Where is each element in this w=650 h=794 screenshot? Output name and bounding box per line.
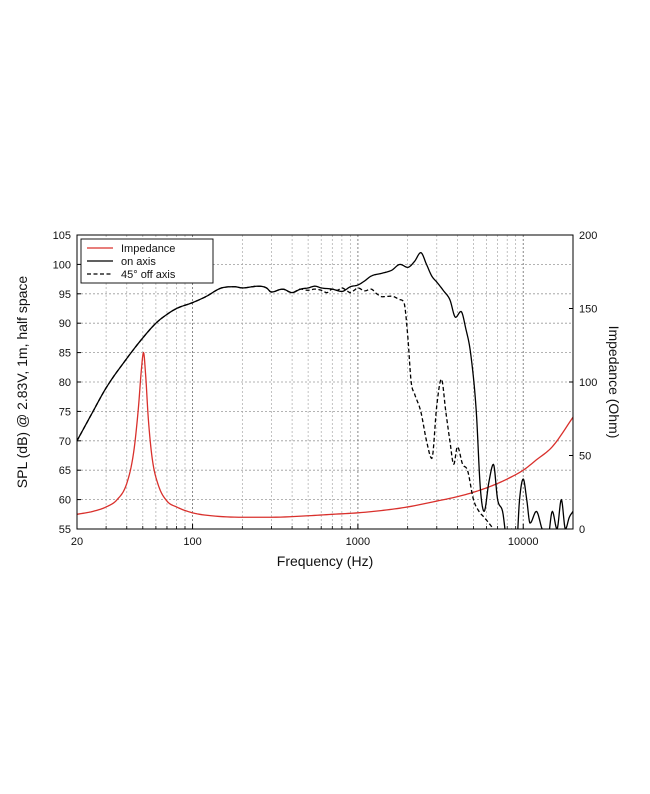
y-tick-label: 70	[59, 436, 71, 448]
y-tick-label: 75	[59, 406, 71, 418]
y2-tick-label: 50	[579, 451, 591, 463]
y-tick-label: 100	[53, 259, 71, 271]
series-line-1	[77, 251, 573, 529]
x-tick-label: 10000	[508, 536, 539, 548]
grid	[77, 235, 573, 529]
y-tick-label: 105	[53, 230, 71, 242]
y-axis-title: SPL (dB) @ 2.83V, 1m, half space	[14, 276, 30, 489]
y2-tick-label: 0	[579, 524, 585, 536]
y-tick-label: 80	[59, 377, 71, 389]
x-axis-title: Frequency (Hz)	[277, 553, 373, 569]
x-tick-label: 100	[183, 536, 201, 548]
y-tick-label: 55	[59, 524, 71, 536]
series-layer	[77, 251, 573, 529]
y2-tick-label: 150	[579, 304, 597, 316]
legend-label: on axis	[121, 256, 156, 268]
y-tick-label: 95	[59, 289, 71, 301]
y-tick-label: 65	[59, 465, 71, 477]
y-tick-label: 60	[59, 495, 71, 507]
y-tick-label: 90	[59, 318, 71, 330]
x-tick-label: 1000	[346, 536, 370, 548]
legend-label: Impedance	[121, 243, 175, 255]
y2-axis-title: Impedance (Ohm)	[606, 326, 622, 439]
y2-tick-label: 100	[579, 377, 597, 389]
tick-layer: 55 60 65 70 75 80 85 90 95 100 105 0 50 100 150 200 20 10…	[53, 230, 598, 548]
legend-label: 45° off axis	[121, 269, 176, 281]
y2-tick-label: 200	[579, 230, 597, 242]
series-line-0	[77, 351, 573, 518]
y-tick-label: 85	[59, 348, 71, 360]
x-tick-label: 20	[71, 536, 83, 548]
